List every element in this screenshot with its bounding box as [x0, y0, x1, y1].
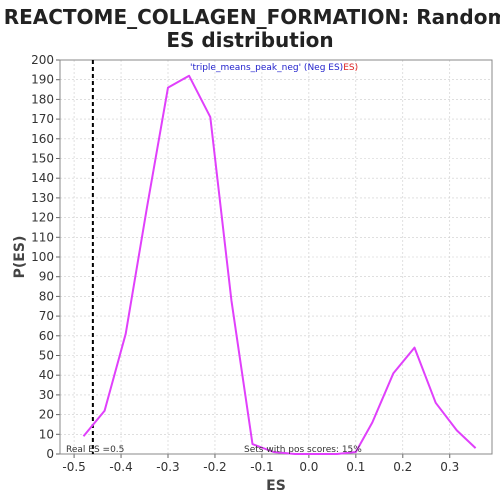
y-tick-label: 120 — [31, 211, 54, 225]
legend-series-suffix: ES) — [343, 63, 358, 73]
y-tick-label: 90 — [39, 270, 54, 284]
y-tick-label: 30 — [39, 388, 54, 402]
x-tick-label: 0.1 — [346, 460, 365, 474]
y-tick-label: 130 — [31, 191, 54, 205]
y-axis-label: P(ES) — [12, 236, 28, 279]
x-tick-label: 0.3 — [440, 460, 459, 474]
real-es-annotation: Real ES =0.5 — [66, 445, 124, 455]
x-tick-label: -0.2 — [203, 460, 226, 474]
y-tick-label: 150 — [31, 152, 54, 166]
legend-label: 'triple_means_peak_neg' (Neg ES)ES) — [190, 63, 358, 73]
y-tick-label: 100 — [31, 250, 54, 264]
chart-title-line-1: REACTOME_COLLAGEN_FORMATION: Random — [4, 5, 500, 29]
y-tick-label: 60 — [39, 329, 54, 343]
y-axis-ticks: 0 10 20 30 40 50 60 70 80 90 100 110 120 130 140 150 160… — [31, 53, 60, 461]
y-tick-label: 160 — [31, 132, 54, 146]
y-tick-label: 40 — [39, 368, 54, 382]
y-tick-label: 50 — [39, 349, 54, 363]
x-tick-label: -0.1 — [250, 460, 273, 474]
y-tick-label: 20 — [39, 408, 54, 422]
plot-frame — [59, 59, 493, 455]
x-tick-label: 0.0 — [299, 460, 318, 474]
y-tick-label: 140 — [31, 171, 54, 185]
x-tick-label: -0.5 — [62, 460, 85, 474]
pos-scores-annotation: Sets with pos scores: 15% — [244, 445, 362, 455]
chart-title-line-2: ES distribution — [166, 28, 333, 52]
legend-series-name: 'triple_means_peak_neg' (Neg ES) — [190, 63, 343, 73]
series-line — [82, 74, 477, 455]
y-tick-label: 110 — [31, 230, 54, 244]
y-tick-label: 70 — [39, 309, 54, 323]
grid-lines — [60, 59, 492, 455]
x-tick-label: 0.2 — [393, 460, 412, 474]
x-tick-label: -0.3 — [156, 460, 179, 474]
y-tick-label: 170 — [31, 112, 54, 126]
y-tick-label: 0 — [46, 447, 54, 461]
y-tick-label: 10 — [39, 427, 54, 441]
x-tick-label: -0.4 — [109, 460, 132, 474]
x-axis-label: ES — [266, 478, 286, 494]
series-group — [82, 74, 477, 455]
y-tick-label: 200 — [31, 53, 54, 67]
y-tick-label: 180 — [31, 92, 54, 106]
y-tick-label: 190 — [31, 73, 54, 87]
y-tick-label: 80 — [39, 289, 54, 303]
x-axis-ticks: -0.5 -0.4 -0.3 -0.2 -0.1 0.0 0.1 0.2 0.3 — [62, 454, 459, 474]
